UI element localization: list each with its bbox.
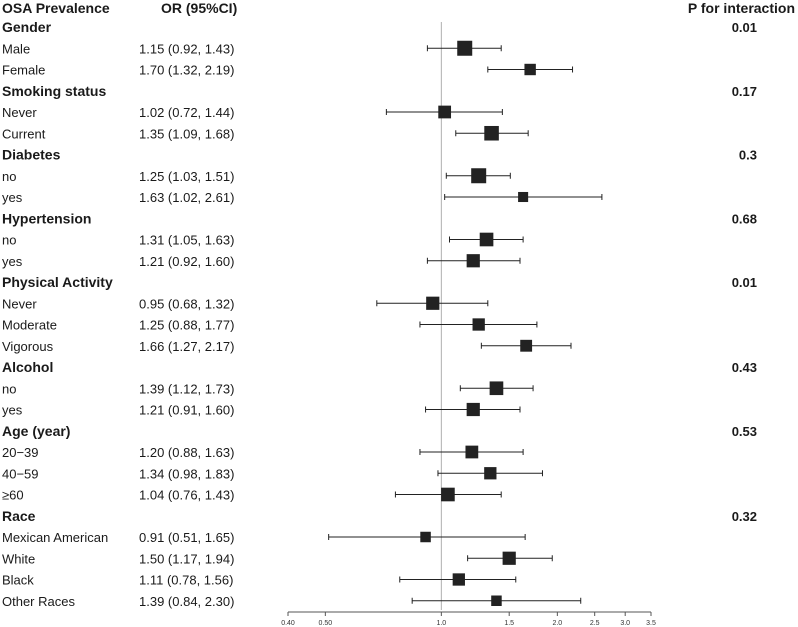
point-estimate-marker bbox=[457, 40, 473, 56]
point-estimate-marker bbox=[520, 339, 533, 352]
subgroup-label: yes bbox=[2, 254, 23, 269]
point-estimate-marker bbox=[524, 63, 536, 76]
x-tick-label: 3.0 bbox=[620, 620, 630, 627]
or-ci-text: 1.70 (1.32, 2.19) bbox=[139, 63, 234, 78]
subgroup-label: no bbox=[2, 233, 16, 248]
subgroup-label: White bbox=[2, 551, 35, 566]
subgroup-label: 20−39 bbox=[2, 445, 39, 460]
point-estimate-marker bbox=[518, 191, 529, 203]
group-label: Age (year) bbox=[2, 423, 70, 439]
or-ci-text: 1.34 (0.98, 1.83) bbox=[139, 466, 234, 481]
p-value: 0.53 bbox=[732, 424, 757, 439]
group-label: Hypertension bbox=[2, 210, 91, 226]
header-osa-prevalence: OSA Prevalence bbox=[2, 0, 110, 16]
or-ci-text: 1.39 (1.12, 1.73) bbox=[139, 381, 234, 396]
plot-area bbox=[328, 22, 603, 610]
or-ci-text: 1.50 (1.17, 1.94) bbox=[139, 551, 234, 566]
point-estimate-marker bbox=[472, 318, 485, 331]
subgroup-label: Never bbox=[2, 105, 37, 120]
or-ci-text: 1.04 (0.76, 1.43) bbox=[139, 488, 234, 503]
p-value: 0.68 bbox=[732, 211, 757, 226]
point-estimate-marker bbox=[471, 168, 487, 184]
p-value: 0.3 bbox=[739, 148, 757, 163]
table-rows: Gender 0.01 Male 1.15 (0.92, 1.43) Female 1.7… bbox=[2, 19, 757, 609]
point-estimate-marker bbox=[438, 105, 452, 119]
subgroup-label: Black bbox=[2, 573, 34, 588]
group-label: Physical Activity bbox=[2, 274, 113, 290]
or-ci-text: 0.95 (0.68, 1.32) bbox=[139, 296, 234, 311]
x-tick-label: 1.5 bbox=[504, 620, 514, 627]
x-tick-label: 3.5 bbox=[646, 620, 656, 627]
point-estimate-marker bbox=[479, 232, 494, 247]
x-tick-label: 2.5 bbox=[590, 620, 600, 627]
group-label: Alcohol bbox=[2, 359, 53, 375]
or-ci-text: 1.15 (0.92, 1.43) bbox=[139, 41, 234, 56]
subgroup-label: Female bbox=[2, 63, 45, 78]
or-ci-text: 1.02 (0.72, 1.44) bbox=[139, 105, 234, 120]
p-value: 0.43 bbox=[732, 360, 757, 375]
point-estimate-marker bbox=[466, 254, 480, 268]
or-ci-text: 1.66 (1.27, 2.17) bbox=[139, 339, 234, 354]
point-estimate-marker bbox=[452, 573, 465, 586]
subgroup-label: ≥60 bbox=[2, 488, 24, 503]
point-estimate-marker bbox=[502, 551, 516, 565]
point-estimate-marker bbox=[484, 125, 499, 141]
subgroup-label: no bbox=[2, 169, 16, 184]
x-tick-label: 0.50 bbox=[319, 620, 333, 627]
group-label: Race bbox=[2, 508, 36, 524]
subgroup-label: Never bbox=[2, 296, 37, 311]
subgroup-label: Mexican American bbox=[2, 530, 108, 545]
subgroup-label: Vigorous bbox=[2, 339, 54, 354]
subgroup-label: Current bbox=[2, 126, 46, 141]
p-value: 0.32 bbox=[732, 509, 757, 524]
p-value: 0.01 bbox=[732, 275, 757, 290]
or-ci-text: 1.21 (0.91, 1.60) bbox=[139, 403, 234, 418]
point-estimate-marker bbox=[466, 402, 480, 417]
or-ci-text: 1.20 (0.88, 1.63) bbox=[139, 445, 234, 460]
subgroup-label: no bbox=[2, 381, 16, 396]
or-ci-text: 1.21 (0.92, 1.60) bbox=[139, 254, 234, 269]
or-ci-text: 1.31 (1.05, 1.63) bbox=[139, 233, 234, 248]
or-ci-text: 1.25 (1.03, 1.51) bbox=[139, 169, 234, 184]
point-estimate-marker bbox=[465, 445, 479, 459]
p-value: 0.01 bbox=[732, 20, 757, 35]
or-ci-text: 1.25 (0.88, 1.77) bbox=[139, 318, 234, 333]
or-ci-text: 1.11 (0.78, 1.56) bbox=[139, 573, 233, 588]
header-or-ci: OR (95%CI) bbox=[161, 0, 237, 16]
x-tick-label: 0.40 bbox=[281, 620, 295, 627]
subgroup-label: Male bbox=[2, 41, 30, 56]
or-ci-text: 1.39 (0.84, 2.30) bbox=[139, 594, 234, 609]
header-p-for-interaction: P for interaction bbox=[688, 0, 795, 16]
x-tick-label: 2.0 bbox=[552, 620, 562, 627]
point-estimate-marker bbox=[484, 467, 497, 480]
point-estimate-marker bbox=[441, 487, 455, 502]
subgroup-label: 40−59 bbox=[2, 466, 39, 481]
x-tick-label: 1.0 bbox=[436, 620, 446, 627]
subgroup-label: Moderate bbox=[2, 318, 57, 333]
subgroup-label: yes bbox=[2, 403, 23, 418]
group-label: Smoking status bbox=[2, 83, 106, 99]
or-ci-text: 1.35 (1.09, 1.68) bbox=[139, 126, 234, 141]
or-ci-text: 0.91 (0.51, 1.65) bbox=[139, 530, 234, 545]
point-estimate-marker bbox=[489, 381, 504, 396]
point-estimate-marker bbox=[491, 595, 502, 606]
or-ci-text: 1.63 (1.02, 2.61) bbox=[139, 190, 234, 205]
point-estimate-marker bbox=[426, 296, 440, 310]
point-estimate-marker bbox=[420, 531, 431, 543]
x-axis: 0.40 0.50 1.0 1.5 2.0 2.5 3.0 3.5 bbox=[281, 611, 656, 627]
subgroup-label: yes bbox=[2, 190, 23, 205]
group-label: Diabetes bbox=[2, 147, 61, 163]
subgroup-label: Other Races bbox=[2, 594, 75, 609]
group-label: Gender bbox=[2, 19, 52, 35]
p-value: 0.17 bbox=[732, 84, 757, 99]
